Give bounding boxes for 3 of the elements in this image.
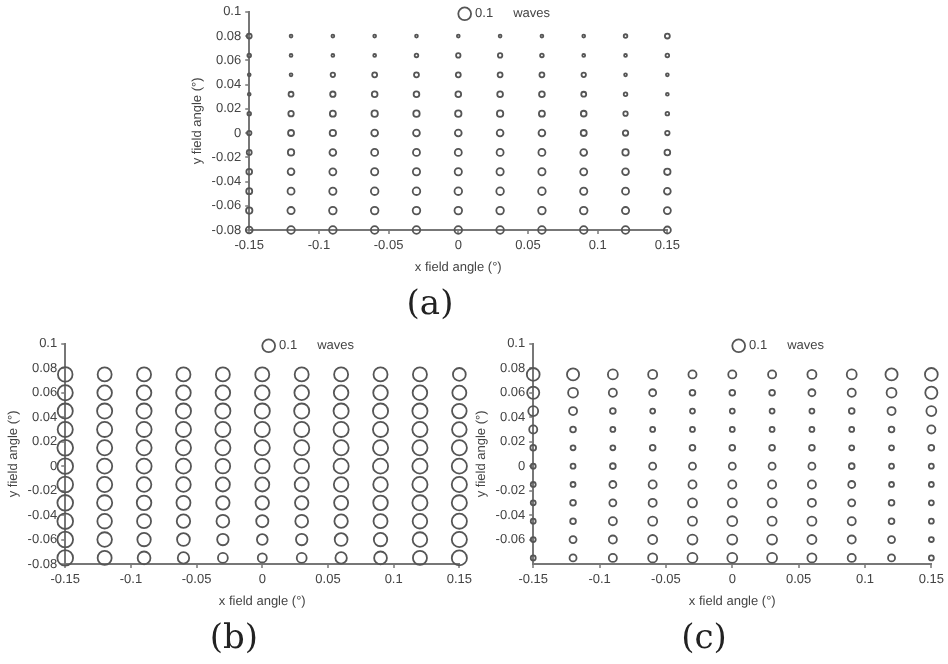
text: (b) [209, 618, 259, 659]
text: (c) [681, 618, 727, 659]
text: (a) [406, 284, 454, 325]
